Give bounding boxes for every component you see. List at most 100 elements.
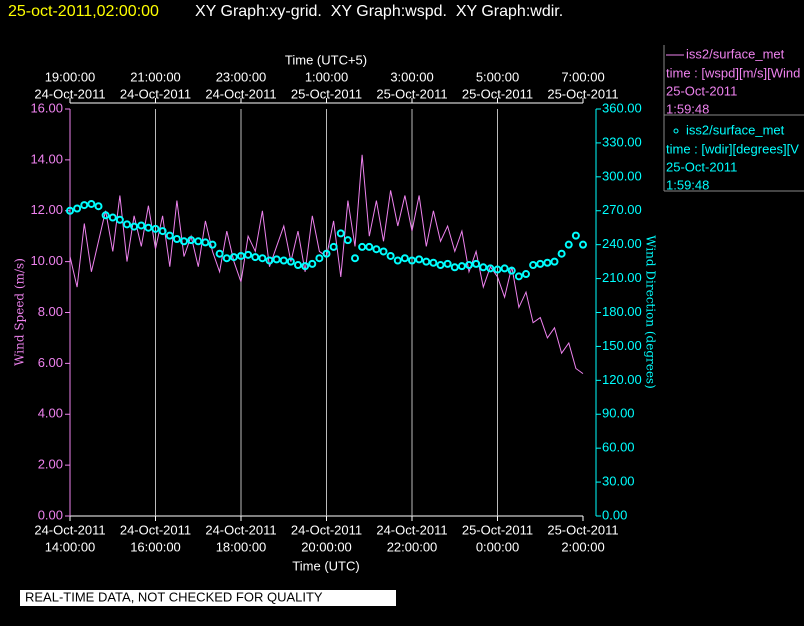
- data-point: [507, 266, 516, 275]
- y-tick-label: 16.00: [30, 100, 63, 115]
- data-point: [479, 263, 488, 272]
- legend-detail: time : [wspd][m/s][Wind: [666, 65, 800, 80]
- y-tick-label: 2.00: [38, 457, 63, 472]
- data-point: [286, 257, 295, 266]
- data-point: [73, 204, 82, 213]
- data-point: [564, 240, 573, 249]
- x2-axis-label: Time (UTC+5): [285, 52, 367, 67]
- data-point: [543, 258, 552, 267]
- data-point: [465, 261, 473, 270]
- data-point: [251, 253, 260, 262]
- y-tick-label: 12.00: [30, 202, 63, 217]
- data-point: [450, 263, 459, 272]
- data-point: [365, 242, 374, 251]
- data-point: [279, 256, 288, 265]
- data-point: [393, 256, 402, 265]
- data-point: [272, 255, 281, 264]
- data-point: [336, 229, 345, 238]
- y2-tick-label: 180.00: [602, 304, 642, 319]
- x-tick-label: 24-Oct-2011: [34, 522, 105, 537]
- data-point: [351, 254, 359, 263]
- data-point: [329, 242, 338, 251]
- data-point: [522, 270, 530, 279]
- y2-tick-label: 90.00: [602, 406, 635, 421]
- data-point: [486, 264, 495, 273]
- y2-tick-label: 30.00: [602, 474, 635, 489]
- data-point: [151, 224, 160, 233]
- data-point: [372, 245, 381, 254]
- data-point: [265, 256, 274, 265]
- x2-tick-label: 25-Oct-2011: [547, 86, 618, 101]
- data-point: [422, 257, 431, 266]
- data-point: [429, 258, 438, 267]
- data-point: [80, 201, 89, 210]
- y-tick-label: 4.00: [38, 406, 63, 421]
- footer: REAL-TIME DATA, NOT CHECKED FOR QUALITY: [25, 589, 323, 604]
- x2-tick-label: 7:00:00: [561, 69, 604, 84]
- x-tick-label: 24-Oct-2011: [291, 522, 362, 537]
- y2-tick-label: 210.00: [602, 270, 642, 285]
- data-point: [165, 231, 174, 240]
- legend-detail: time : [wdir][degrees][V: [666, 141, 799, 156]
- data-point: [258, 254, 267, 263]
- y2-tick-label: 360.00: [602, 100, 642, 115]
- data-point: [87, 199, 96, 208]
- data-point: [415, 255, 424, 264]
- data-point: [443, 259, 452, 268]
- data-point: [201, 238, 210, 247]
- x2-tick-label: 25-Oct-2011: [462, 86, 533, 101]
- y2-tick-label: 120.00: [602, 372, 642, 387]
- data-point: [158, 227, 167, 236]
- x-tick-label: 24-Oct-2011: [205, 522, 276, 537]
- legend-name: iss2/surface_met: [686, 122, 785, 137]
- x-tick-label: 14:00:00: [45, 539, 96, 554]
- data-point: [301, 262, 310, 271]
- x2-tick-label: 5:00:00: [476, 69, 519, 84]
- y-tick-label: 14.00: [30, 151, 63, 166]
- y2-tick-label: 240.00: [602, 236, 642, 251]
- x-tick-label: 24-Oct-2011: [376, 522, 447, 537]
- data-point: [315, 254, 324, 263]
- x-tick-label: 18:00:00: [216, 539, 267, 554]
- x2-tick-label: 3:00:00: [390, 69, 433, 84]
- data-point: [123, 220, 131, 229]
- data-point: [358, 242, 367, 251]
- data-point: [294, 261, 302, 270]
- data-point: [379, 247, 388, 256]
- data-point: [308, 259, 317, 268]
- y2-tick-label: 330.00: [602, 134, 642, 149]
- data-point: [101, 211, 110, 220]
- x-tick-label: 24-Oct-2011: [120, 522, 191, 537]
- data-point: [194, 237, 203, 246]
- data-point: [579, 240, 587, 249]
- x2-tick-label: 25-Oct-2011: [291, 86, 362, 101]
- x2-tick-label: 1:00:00: [305, 69, 348, 84]
- x-tick-label: 25-Oct-2011: [462, 522, 533, 537]
- data-point: [550, 257, 559, 266]
- data-point: [172, 235, 181, 244]
- x-tick-label: 0:00:00: [476, 539, 519, 554]
- data-point: [66, 206, 74, 215]
- data-point: [322, 249, 331, 258]
- data-point: [557, 249, 566, 258]
- x-tick-label: 20:00:00: [301, 539, 352, 554]
- data-point: [229, 253, 238, 262]
- data-point: [493, 265, 502, 274]
- x2-tick-label: 25-Oct-2011: [376, 86, 447, 101]
- y2-axis-label: Wind Direction (degrees): [644, 235, 658, 389]
- data-point: [536, 259, 545, 268]
- y2-tick-label: 300.00: [602, 168, 642, 183]
- data-point: [108, 213, 117, 222]
- data-point: [187, 236, 196, 245]
- legend-detail: 1:59:48: [666, 177, 709, 192]
- data-point: [343, 236, 352, 245]
- chart-title: XY Graph:xy-grid. XY Graph:wspd. XY Grap…: [195, 3, 563, 20]
- x2-tick-label: 21:00:00: [130, 69, 181, 84]
- data-point: [215, 249, 224, 258]
- y2-tick-label: 60.00: [602, 440, 635, 455]
- x2-tick-label: 24-Oct-2011: [205, 86, 276, 101]
- legend-detail: 1:59:48: [666, 101, 709, 116]
- y2-tick-label: 150.00: [602, 338, 642, 353]
- data-point: [144, 223, 153, 232]
